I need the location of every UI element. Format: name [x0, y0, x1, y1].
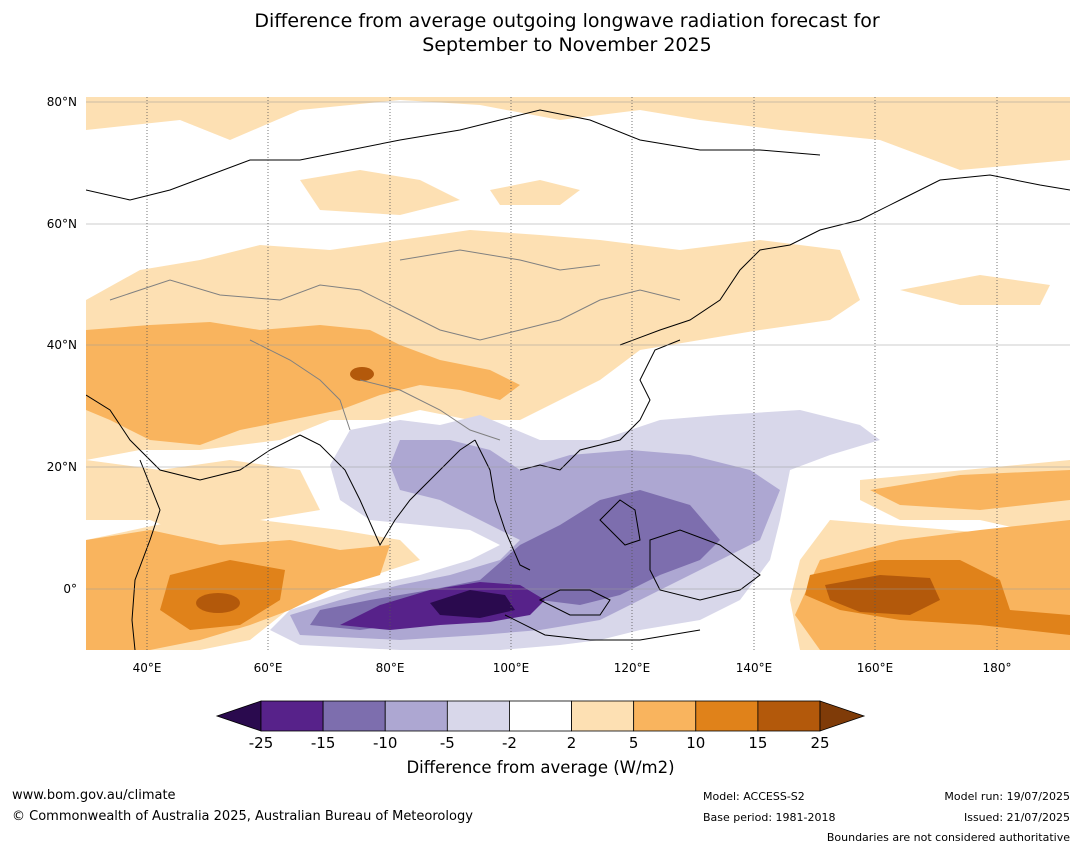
lon-label-100e: 100°E	[493, 661, 530, 675]
colorbar-tick-label: 10	[686, 734, 705, 752]
lon-label-60e: 60°E	[254, 661, 283, 675]
colorbar-swatch-0	[260, 700, 324, 732]
copyright-text: © Commonwealth of Australia 2025, Austra…	[12, 809, 473, 824]
colorbar-tick-label: -25	[249, 734, 274, 752]
title-line-1: Difference from average outgoing longwav…	[254, 10, 880, 32]
lat-label-60n: 60°N	[47, 217, 77, 231]
colorbar-swatch-7	[695, 700, 759, 732]
colorbar-swatch-5	[571, 700, 635, 732]
base-period-text: Base period: 1981-2018	[703, 811, 836, 824]
colorbar-tick-label: -15	[311, 734, 336, 752]
model-run-text: Model run: 19/07/2025	[944, 790, 1070, 803]
lon-label-120e: 120°E	[614, 661, 651, 675]
colorbar-extend-low	[215, 700, 262, 732]
colorbar: -25 -15 -10 -5 -2 2 5 10 15 25	[215, 700, 866, 752]
lat-label-20n: 20°N	[47, 460, 77, 474]
coastlines	[86, 109, 1070, 650]
colorbar-label: Difference from average (W/m2)	[406, 758, 675, 777]
lon-label-160e: 160°E	[857, 661, 894, 675]
gridlines	[86, 101, 1070, 590]
lon-label-40e: 40°E	[133, 661, 162, 675]
latitude-labels: 80°N 60°N 40°N 20°N 0°	[47, 95, 77, 596]
colorbar-swatch-4	[509, 700, 572, 732]
colorbar-swatch-8	[757, 700, 821, 732]
website-link[interactable]: www.bom.gov.au/climate	[12, 788, 176, 803]
lon-label-140e: 140°E	[736, 661, 773, 675]
lat-label-80n: 80°N	[47, 95, 77, 109]
lat-label-40n: 40°N	[47, 338, 77, 352]
colorbar-tick-label: 2	[567, 734, 577, 752]
anomaly-field	[86, 97, 1070, 650]
colorbar-tick-label: -10	[373, 734, 398, 752]
colorbar-tick-label: 15	[748, 734, 767, 752]
anomaly-minus15-to-minus10	[310, 490, 720, 630]
anomaly-15-to-25	[196, 367, 940, 615]
lon-label-180: 180°	[983, 661, 1012, 675]
lat-label-0: 0°	[63, 582, 77, 596]
colorbar-swatch-1	[322, 700, 386, 732]
anomaly-below-minus25	[430, 590, 515, 618]
colorbar-swatch-3	[446, 700, 510, 732]
colorbar-swatch-6	[633, 700, 697, 732]
colorbar-tick-label: -5	[440, 734, 455, 752]
issued-text: Issued: 21/07/2025	[963, 811, 1070, 824]
title-line-2: September to November 2025	[422, 34, 712, 56]
chart-title: Difference from average outgoing longwav…	[0, 9, 1081, 57]
colorbar-tick-label: -2	[502, 734, 517, 752]
colorbar-tick-label: 25	[810, 734, 829, 752]
colorbar-tick-label: 5	[629, 734, 639, 752]
colorbar-extend-high	[819, 700, 866, 732]
colorbar-swatch-2	[384, 700, 448, 732]
country-boundaries	[109, 249, 681, 441]
longitude-labels: 40°E 60°E 80°E 100°E 120°E 140°E 160°E 1…	[133, 661, 1012, 675]
disclaimer-text: Boundaries are not considered authoritat…	[826, 831, 1070, 844]
lon-label-80e: 80°E	[376, 661, 405, 675]
model-text: Model: ACCESS-S2	[703, 790, 805, 803]
meridians	[146, 97, 998, 650]
